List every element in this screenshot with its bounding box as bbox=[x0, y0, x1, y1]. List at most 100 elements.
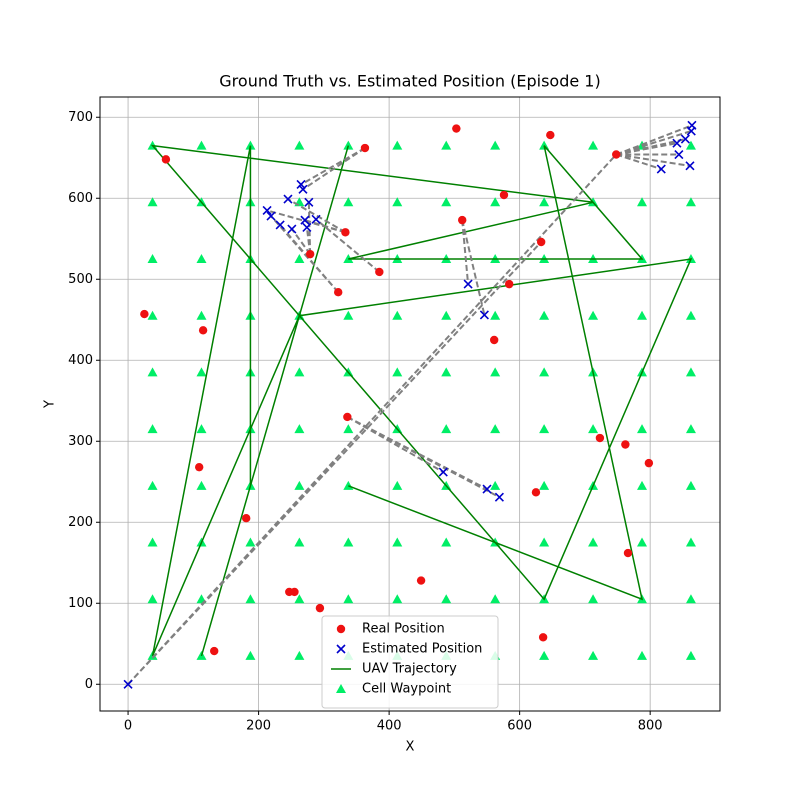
x-tick-label: 800 bbox=[638, 719, 663, 734]
legend: Real Position Estimated Position UAV Traje… bbox=[321, 615, 499, 709]
waypoint bbox=[685, 310, 696, 320]
waypoint bbox=[343, 310, 354, 320]
waypoint bbox=[245, 140, 256, 150]
waypoint bbox=[685, 197, 696, 207]
waypoint bbox=[441, 594, 452, 604]
waypoint bbox=[539, 537, 550, 547]
y-tick-label: 0 bbox=[85, 677, 93, 692]
estimated-point bbox=[300, 215, 310, 225]
waypoint bbox=[294, 254, 305, 264]
y-tick-label: 100 bbox=[68, 596, 93, 611]
estimated-point bbox=[298, 184, 308, 194]
waypoint bbox=[539, 367, 550, 377]
waypoint bbox=[294, 594, 305, 604]
waypoint bbox=[245, 537, 256, 547]
y-tick-label: 400 bbox=[68, 353, 93, 368]
waypoint bbox=[294, 140, 305, 150]
legend-label: UAV Trajectory bbox=[362, 662, 457, 677]
estimated-point bbox=[494, 492, 504, 502]
real-point bbox=[499, 190, 509, 200]
waypoint bbox=[637, 197, 648, 207]
waypoint bbox=[147, 367, 158, 377]
waypoint bbox=[392, 537, 403, 547]
waypoint bbox=[294, 367, 305, 377]
x-tick-label: 600 bbox=[507, 719, 532, 734]
waypoint bbox=[539, 650, 550, 660]
waypoint bbox=[685, 650, 696, 660]
legend-label: Cell Waypoint bbox=[362, 682, 451, 697]
real-point bbox=[315, 603, 325, 613]
estimated-point bbox=[336, 644, 346, 654]
waypoint bbox=[294, 537, 305, 547]
waypoint bbox=[441, 367, 452, 377]
real-point bbox=[623, 548, 633, 558]
waypoint bbox=[196, 367, 207, 377]
real-point bbox=[161, 155, 171, 164]
real-point bbox=[538, 633, 548, 642]
real-point bbox=[360, 143, 370, 153]
waypoint bbox=[343, 140, 354, 150]
x-axis-label: X bbox=[406, 740, 415, 755]
waypoint bbox=[637, 650, 648, 660]
estimated-point bbox=[685, 161, 695, 171]
estimated-point bbox=[275, 220, 285, 230]
waypoint bbox=[336, 684, 346, 693]
real-point bbox=[612, 150, 621, 159]
real-point bbox=[195, 462, 204, 472]
real-point bbox=[305, 249, 315, 259]
real-point bbox=[375, 267, 384, 277]
waypoint bbox=[490, 424, 501, 434]
waypoint bbox=[392, 480, 403, 490]
estimated-point bbox=[463, 279, 473, 289]
waypoint bbox=[490, 310, 501, 320]
x-tick-label: 200 bbox=[246, 719, 271, 734]
waypoint bbox=[392, 197, 403, 207]
real-point bbox=[210, 646, 219, 656]
waypoint bbox=[685, 480, 696, 490]
estimated-point bbox=[287, 224, 297, 234]
waypoint bbox=[343, 197, 354, 207]
waypoint bbox=[294, 424, 305, 434]
waypoint bbox=[685, 424, 696, 434]
waypoint bbox=[490, 367, 501, 377]
waypoint bbox=[147, 594, 158, 604]
waypoint bbox=[588, 650, 599, 660]
waypoint bbox=[539, 424, 550, 434]
estimated-point bbox=[296, 179, 306, 190]
real-point bbox=[334, 288, 343, 297]
waypoint bbox=[588, 140, 599, 150]
waypoint bbox=[392, 310, 403, 320]
waypoint bbox=[343, 537, 354, 547]
waypoint bbox=[685, 594, 696, 604]
waypoint bbox=[245, 594, 256, 604]
waypoint bbox=[685, 140, 696, 150]
real-point bbox=[621, 440, 630, 449]
real-point bbox=[336, 624, 346, 634]
waypoint bbox=[685, 537, 696, 547]
x-tick-label: 400 bbox=[377, 719, 402, 734]
real-point bbox=[644, 458, 654, 468]
estimated-point bbox=[266, 211, 276, 221]
legend-box bbox=[321, 615, 499, 709]
real-point bbox=[341, 228, 350, 237]
waypoint bbox=[294, 480, 305, 490]
estimated-point bbox=[123, 679, 133, 689]
x-tick-label: 0 bbox=[124, 719, 132, 734]
waypoint bbox=[196, 310, 207, 320]
waypoint bbox=[490, 197, 501, 207]
real-point bbox=[416, 576, 426, 585]
estimated-point bbox=[438, 467, 448, 477]
waypoint bbox=[441, 424, 452, 434]
real-point bbox=[546, 130, 555, 140]
estimated-point bbox=[479, 310, 489, 320]
trajectory-line bbox=[150, 144, 693, 657]
legend-label: Estimated Position bbox=[362, 642, 482, 657]
waypoint bbox=[343, 424, 354, 434]
waypoint bbox=[637, 480, 648, 490]
waypoint bbox=[147, 537, 158, 547]
waypoint bbox=[392, 140, 403, 150]
waypoint bbox=[490, 480, 501, 490]
y-axis-label: Y bbox=[43, 400, 58, 409]
y-tick-label: 500 bbox=[68, 272, 93, 287]
estimated-point bbox=[302, 222, 312, 232]
